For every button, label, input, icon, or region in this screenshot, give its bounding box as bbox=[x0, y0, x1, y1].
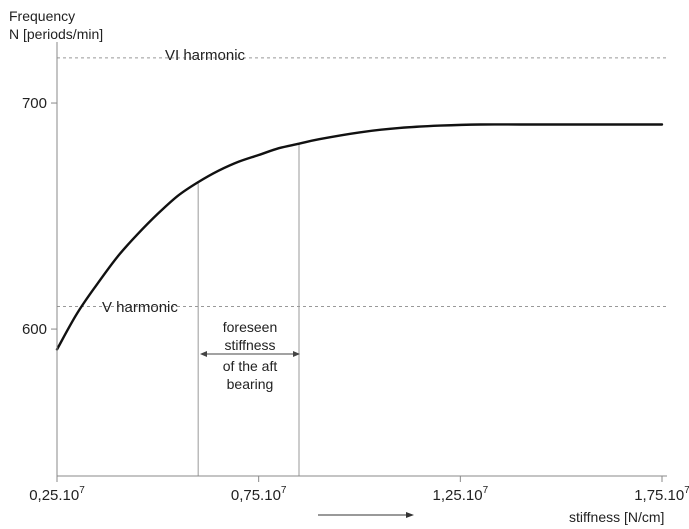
x-tick-label: 0,25.107 bbox=[29, 485, 85, 504]
reference-label-v-harmonic: V harmonic bbox=[102, 299, 178, 316]
x-tick-label: 0,75.107 bbox=[231, 485, 287, 504]
y-axis-label-line2: N [periods/min] bbox=[9, 26, 103, 42]
y-tick-label: 700 bbox=[22, 95, 47, 112]
x-tick-label: 1,75.107 bbox=[634, 485, 689, 504]
annotation-bearing: bearing bbox=[227, 376, 274, 392]
x-axis-label: stiffness [N/cm] bbox=[569, 509, 664, 525]
annotation-stiffness: stiffness bbox=[224, 337, 275, 353]
x-tick-label: 1,25.107 bbox=[433, 485, 489, 504]
annotation-of-the-aft: of the aft bbox=[223, 358, 278, 374]
y-axis-label-line1: Frequency bbox=[9, 8, 75, 24]
x-axis-direction-arrowhead bbox=[406, 512, 414, 518]
annotation-foreseen: foreseen bbox=[223, 319, 277, 335]
reference-label-vi-harmonic: VI harmonic bbox=[165, 47, 246, 64]
frequency-curve bbox=[55, 123, 664, 351]
y-tick-label: 600 bbox=[22, 321, 47, 338]
stiffness-range-arrow bbox=[200, 351, 300, 357]
